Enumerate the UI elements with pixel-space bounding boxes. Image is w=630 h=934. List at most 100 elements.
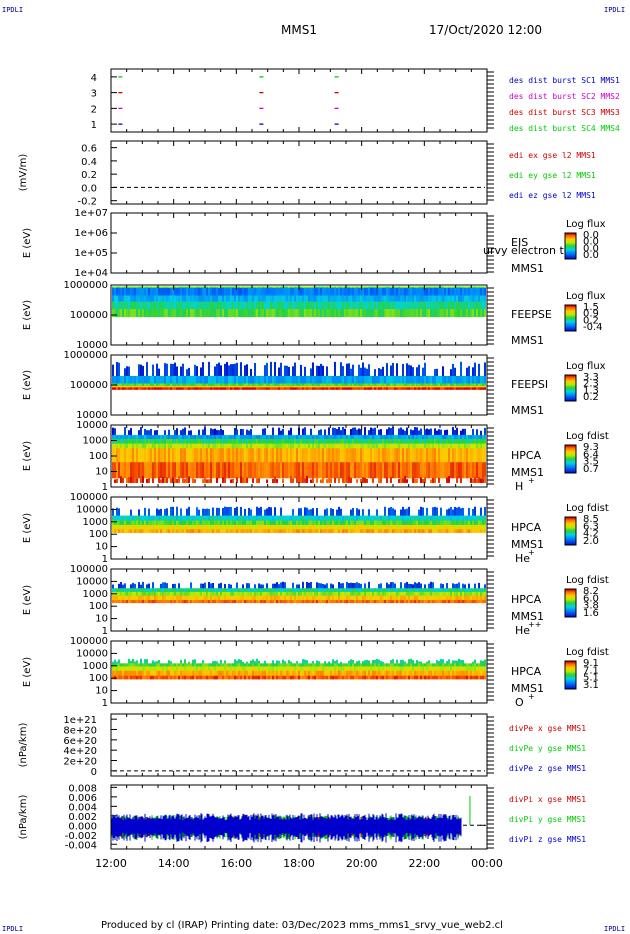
panel-hpca_hepp-cell (356, 582, 358, 589)
panel-feeps_i-cell (416, 383, 418, 387)
panel-feeps_e-cell (216, 288, 218, 297)
panel-hpca_h-cell (460, 430, 462, 436)
panel-hpca_he-cell (394, 515, 396, 522)
panel-hpca_h-cell (172, 477, 174, 483)
panel-feeps_i-cell (466, 387, 468, 390)
panel-feeps_i-cell (304, 387, 306, 390)
panel-feeps_e-cell (294, 301, 296, 310)
panel-hpca_h-cell (458, 443, 460, 449)
panel-hpca_h-cell (358, 448, 360, 463)
panel-hpca_he-cell (208, 515, 210, 522)
panel-feeps_i-colorbar-strip (565, 382, 576, 384)
panel-hpca_he-cell (312, 529, 314, 533)
panel-feeps_i-cell (444, 387, 446, 390)
panel-hpca_hepp-cell (452, 588, 454, 593)
panel-hpca_h-cell (164, 478, 166, 483)
panel-hpca_h-cell (194, 435, 196, 440)
panel-hpca_h-cell (314, 443, 316, 449)
panel-feeps_e-cell (338, 286, 340, 289)
panel-feeps_i-cell (382, 376, 384, 385)
panel-hpca_he-colorbar-strip (565, 531, 576, 533)
panel-feeps_e-cell (384, 288, 386, 297)
panel-hpca_h-cell (126, 435, 128, 440)
panel-hpca_he-cell (250, 515, 252, 522)
panel-feeps_e-cell (366, 286, 368, 289)
panel-hpca_hepp-cell (408, 591, 410, 597)
panel-feeps_i-cell (398, 383, 400, 387)
panel-hpca_h-cell (412, 443, 414, 449)
panel-hpca_he-cell (404, 509, 406, 517)
panel-feeps_e-cell (166, 301, 168, 310)
panel-hpca_hepp-cell (234, 588, 236, 593)
panel-hpca_h-cell (272, 462, 274, 479)
panel-hpca_h-cell (236, 435, 238, 440)
panel-hpca_he-cell (272, 524, 274, 530)
panel-feeps_i-cell (410, 365, 412, 377)
panel-eis-colorbar-strip (565, 235, 576, 237)
panel-hpca_hepp-cell (402, 588, 404, 593)
panel-feeps_i-cell (412, 387, 414, 390)
panel-feeps_e-cell (212, 288, 214, 297)
panel-feeps_i-cell (456, 383, 458, 387)
panel-hpca_h-cell (206, 435, 208, 440)
panel-hpca_hepp-cell (180, 588, 182, 593)
panel-feeps_e-cell (340, 286, 342, 289)
panel-feeps_i-cell (474, 385, 476, 388)
panel-hpca_h-cell (278, 435, 280, 440)
panel-feeps_i-cell (298, 376, 300, 385)
panel-feeps_e-cell (470, 295, 472, 303)
panel-hpca_hepp-cell (350, 582, 352, 589)
panel-feeps_i-cell (430, 376, 432, 385)
panel-feeps_i-cell (388, 383, 390, 387)
panel-feeps_i-cell (412, 367, 414, 377)
panel-feeps_e-cell (122, 309, 124, 318)
panel-hpca_he-cell (424, 524, 426, 530)
panel-hpca_he-cell (144, 507, 146, 517)
panel-feeps_e-ytick-label: 10000 (76, 340, 108, 351)
panel-hpca_h-cell (378, 462, 380, 479)
panel-hpca_h-colorbar-strip (565, 455, 576, 457)
panel-feeps_e-cell (212, 286, 214, 289)
panel-hpca_h-cell (236, 438, 238, 445)
panel-hpca_hepp-cell (414, 582, 416, 589)
panel-feeps_e-colorbar-strip (565, 319, 576, 321)
panel-feeps_i-cell (404, 385, 406, 388)
panel-hpca_he-cell (278, 515, 280, 522)
panel-hpca_h-cell (160, 479, 162, 483)
panel-feeps_e-cell (334, 286, 336, 289)
corner-label-bottom-left: IPDLI (2, 925, 24, 933)
panel-hpca_h-cell (286, 435, 288, 440)
panel-feeps_e-cell (372, 295, 374, 303)
panel-hpca_h-cell (474, 443, 476, 449)
panel-hpca_h-cell (138, 438, 140, 445)
panel-hpca_h-cell (458, 438, 460, 445)
panel-hpca_h-cell (388, 438, 390, 445)
panel-hpca_he-cell (436, 529, 438, 533)
panel-hpca_he-cell (360, 515, 362, 522)
panel-feeps_i-cell (214, 383, 216, 387)
panel-hpca_h-cell (448, 438, 450, 445)
panel-hpca_hepp-cell (346, 588, 348, 593)
panel-feeps_i-cell (120, 376, 122, 385)
panel-hpca_h-cell (122, 443, 124, 449)
panel-feeps_e-cell (246, 288, 248, 297)
panel-hpca_he-cell (308, 515, 310, 522)
panel-feeps_i-cell (278, 367, 280, 377)
panel-feeps_i-colorbar-strip (565, 381, 576, 383)
panel-feeps_e-cell (408, 295, 410, 303)
panel-hpca_h-cell (474, 435, 476, 440)
panel-hpca_he-cell (266, 524, 268, 530)
panel-hpca_hepp-cell (320, 583, 322, 589)
panel-feeps_e-cell (308, 286, 310, 289)
panel-hpca_he-cell (482, 520, 484, 526)
panel-feeps_e-cell (258, 288, 260, 297)
panel-hpca_hepp-cell (302, 581, 304, 589)
panel-hpca_hepp-cell (372, 588, 374, 593)
panel-hpca_he-cell (308, 529, 310, 533)
panel-feeps_i-cell (340, 376, 342, 385)
panel-hpca_h-ytick-label: 100 (89, 451, 108, 462)
panel-feeps_i-cell (138, 364, 140, 377)
panel-hpca_hepp-cell (168, 591, 170, 597)
panel-hpca_h-cell (210, 462, 212, 479)
panel-hpca_he-cell (448, 520, 450, 526)
